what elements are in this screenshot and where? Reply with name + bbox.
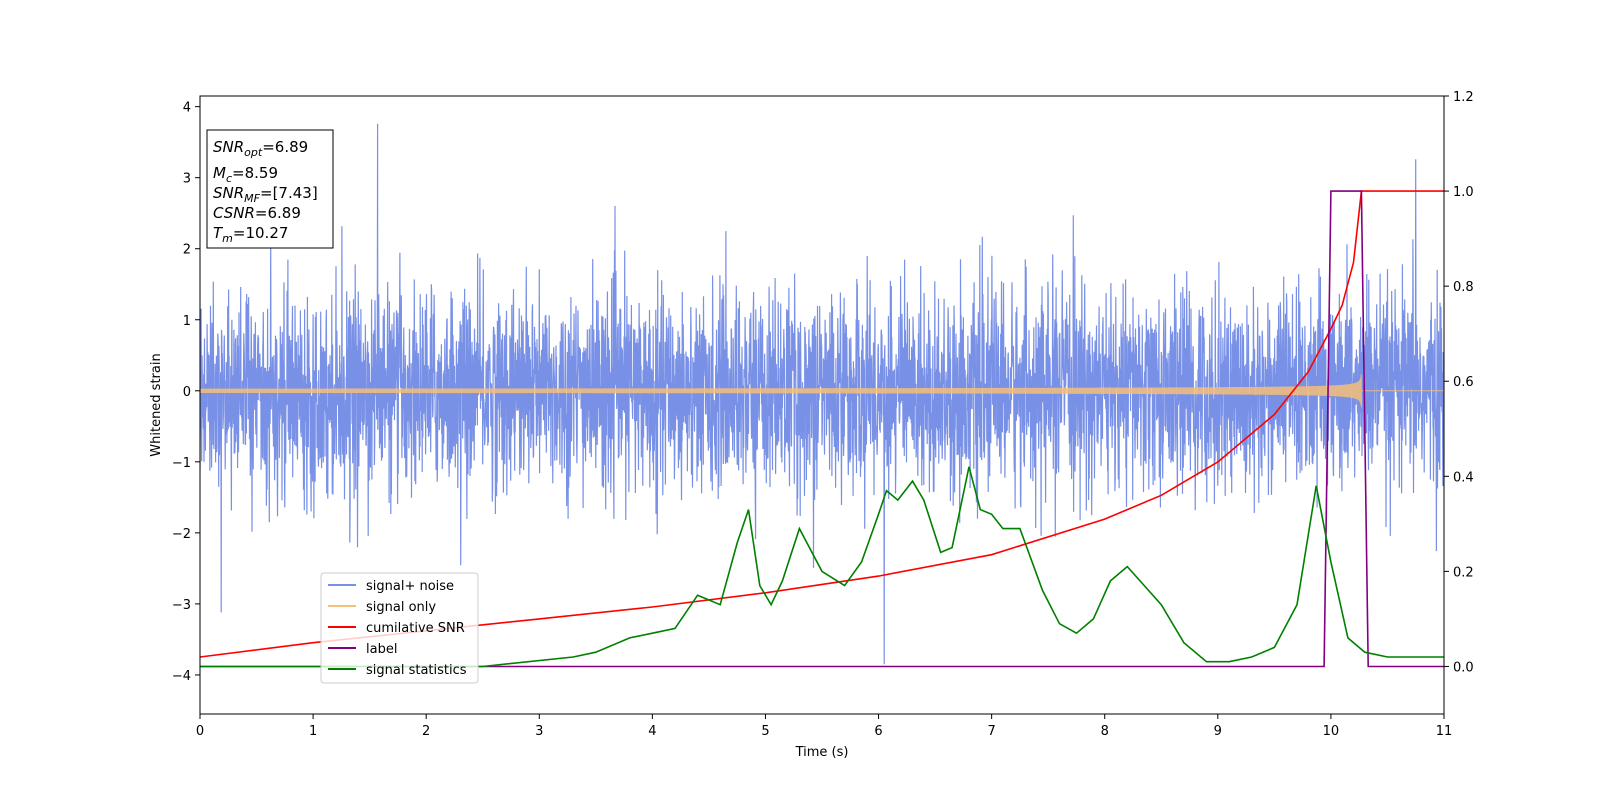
x-tick-label: 2: [422, 724, 430, 739]
y-tick-label-right: 1.2: [1453, 90, 1474, 105]
y-tick-label-right: 0.6: [1453, 375, 1474, 390]
annotation-line: Tm=10.27: [213, 224, 288, 245]
legend-label: label: [366, 642, 397, 657]
y-tick-label-left: −1: [172, 456, 191, 471]
x-tick-label: 10: [1323, 724, 1340, 739]
y-tick-label-left: −4: [172, 669, 191, 684]
x-tick-label: 0: [196, 724, 204, 739]
x-tick-label: 6: [874, 724, 882, 739]
y-tick-label-left: 2: [183, 243, 191, 258]
annotation-line: Mc=8.59: [213, 164, 278, 185]
x-tick-label: 1: [309, 724, 317, 739]
series-signal-statistics: [200, 466, 1444, 668]
legend-label: signal+ noise: [366, 579, 454, 594]
x-tick-label: 5: [761, 724, 769, 739]
series-label: [200, 190, 1444, 668]
plot-frame: [199, 95, 1445, 715]
legend: signal+ noise signal only cumilative SNR la…: [320, 572, 479, 684]
x-tick-label: 8: [1101, 724, 1109, 739]
axes: 0 1 2 3 4 5 6 7 8 9 10 11 −4 −3 −2 −1 0 1 2 3 4 0.0 0.2 0.4 0.6 0…: [172, 90, 1474, 739]
y-tick-label-left: −3: [172, 598, 191, 613]
x-tick-label: 11: [1436, 724, 1453, 739]
legend-label: cumilative SNR: [366, 621, 465, 636]
series-signal-only: [200, 374, 1444, 408]
x-tick-label: 9: [1214, 724, 1222, 739]
y-axis-label: Whitened strain: [149, 353, 164, 456]
y-tick-label-left: −2: [172, 527, 191, 542]
y-tick-label-right: 0.0: [1453, 660, 1474, 675]
series-cumulative-snr: [200, 190, 1444, 658]
y-tick-label-left: 1: [183, 314, 191, 329]
legend-label: signal only: [366, 600, 436, 615]
annotation-line: SNRMF=[7.43]: [213, 184, 318, 205]
legend-label: signal statistics: [366, 663, 467, 678]
y-tick-label-left: 0: [183, 385, 191, 400]
y-tick-label-right: 0.4: [1453, 470, 1474, 485]
x-axis-label: Time (s): [795, 745, 849, 760]
x-tick-label: 4: [648, 724, 656, 739]
annotation-line: CSNR=6.89: [213, 204, 301, 222]
y-tick-label-right: 0.8: [1453, 280, 1474, 295]
y-tick-label-left: 4: [183, 101, 191, 116]
y-tick-label-right: 0.2: [1453, 565, 1474, 580]
y-tick-label-right: 1.0: [1453, 185, 1474, 200]
annotation-line: SNRopt=6.89: [213, 138, 308, 159]
plot-area: [200, 123, 1444, 668]
y-tick-label-left: 3: [183, 172, 191, 187]
x-tick-label: 3: [535, 724, 543, 739]
x-tick-label: 7: [987, 724, 995, 739]
series-signal-noise: [200, 123, 1444, 665]
